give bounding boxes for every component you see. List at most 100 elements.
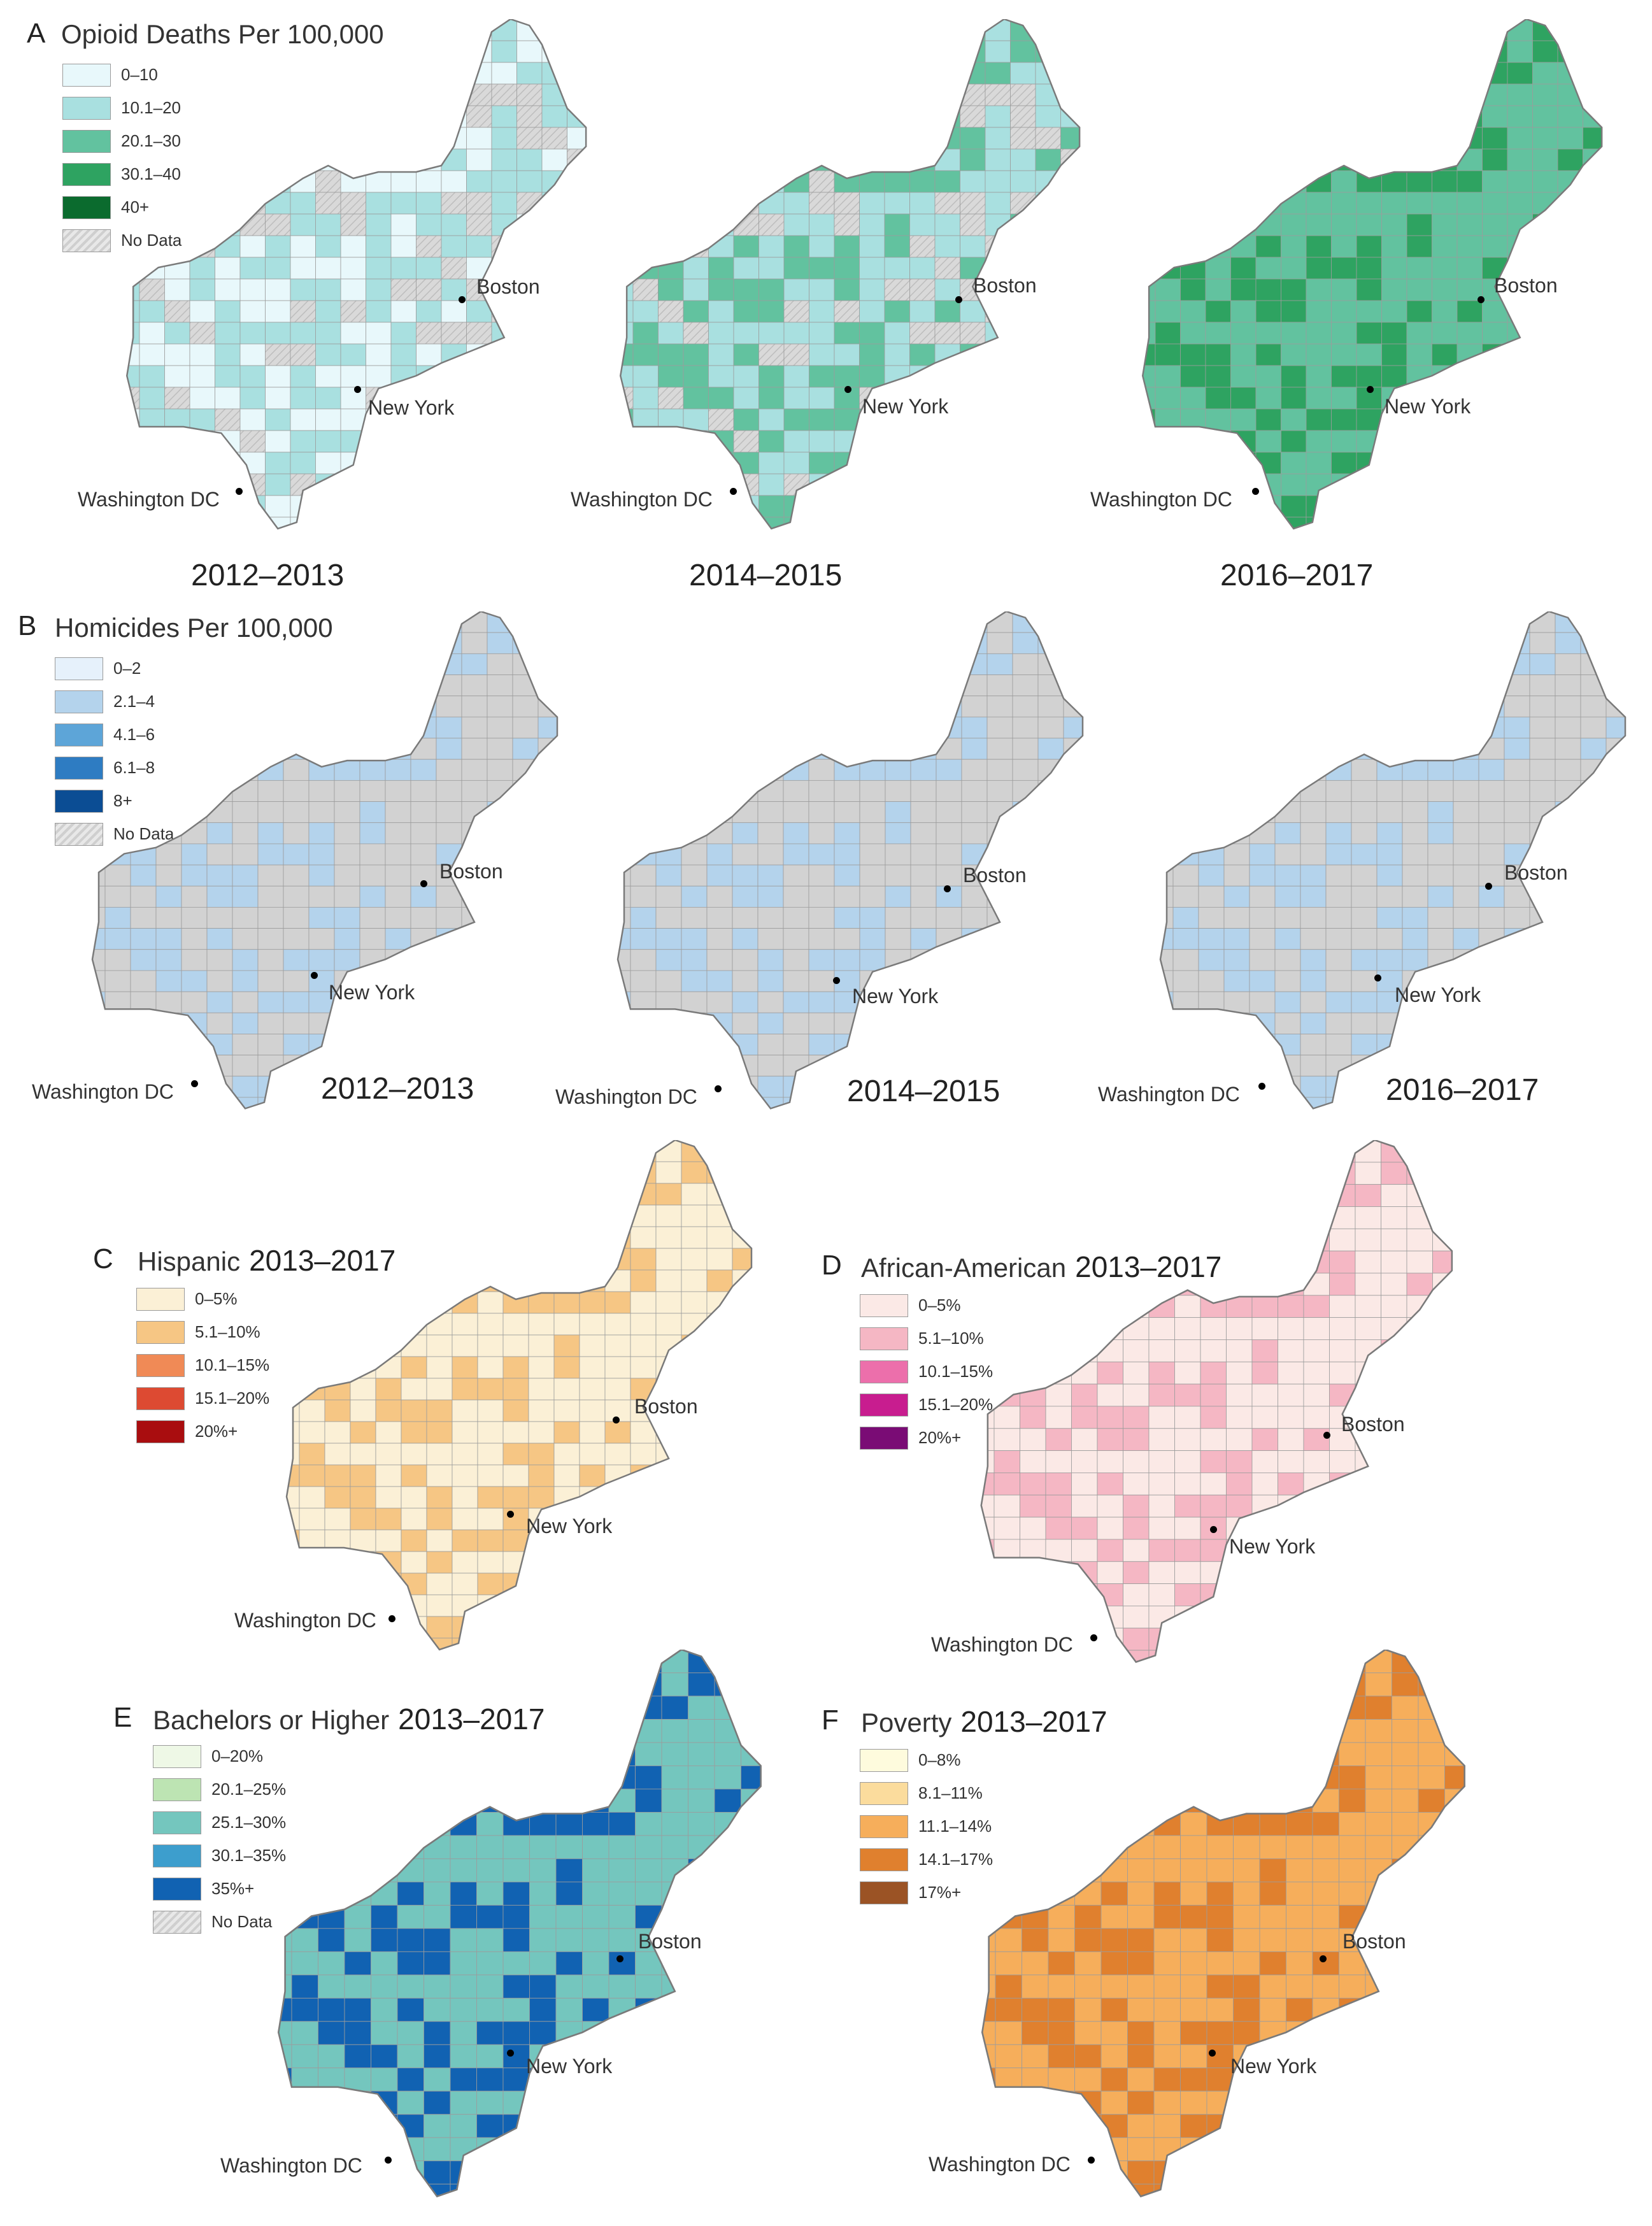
county-cell	[909, 452, 936, 474]
county-cell	[397, 2183, 424, 2197]
county-cell	[1504, 759, 1530, 781]
county-cell	[308, 780, 335, 802]
county-cell	[683, 127, 709, 150]
county-cell	[1583, 517, 1602, 529]
county-cell	[265, 105, 291, 128]
county-cell	[410, 1034, 437, 1055]
legend-label: 8.1–11%	[918, 1783, 983, 1802]
county-cell	[1206, 1904, 1234, 1929]
county-cell	[658, 192, 684, 215]
county-cell	[1071, 1184, 1098, 1207]
county-cell	[206, 1012, 233, 1034]
county-cell	[344, 1928, 371, 1952]
county-cell	[808, 822, 835, 845]
county-cell	[189, 343, 215, 366]
county-cell	[1532, 387, 1558, 410]
county-cell	[985, 387, 1011, 410]
county-cell	[512, 653, 539, 675]
county-cell	[239, 430, 266, 453]
county-cell	[257, 717, 284, 739]
county-cell	[706, 1594, 733, 1617]
county-cell	[299, 1443, 325, 1466]
county-cell	[632, 19, 659, 41]
county-cell	[1037, 1097, 1064, 1109]
county-cell	[1406, 1627, 1433, 1651]
county-cell	[688, 2137, 715, 2162]
county-cell	[1583, 300, 1602, 323]
county-cell	[885, 780, 911, 802]
county-cell	[1529, 822, 1556, 845]
county-cell	[1432, 170, 1458, 193]
county-cell	[706, 1421, 733, 1444]
county-cell	[1180, 105, 1206, 128]
county-cell	[189, 517, 215, 529]
county-cell	[1355, 1295, 1381, 1318]
legend-swatch	[153, 1878, 201, 1901]
county-cell	[538, 632, 557, 654]
county-cell	[732, 1443, 751, 1466]
county-cell	[860, 1118, 885, 1121]
county-cell	[708, 148, 734, 171]
county-cell	[1583, 127, 1602, 150]
county-cell	[1356, 430, 1382, 453]
county-cell	[732, 1551, 751, 1574]
county-cell	[808, 738, 835, 760]
county-cell	[1312, 1928, 1339, 1952]
county-cell	[502, 1673, 530, 1697]
county-cell	[476, 1974, 504, 1999]
county-cell	[1381, 322, 1407, 345]
county-cell	[706, 1183, 733, 1206]
county-cell	[324, 1399, 351, 1422]
county-cell	[859, 473, 885, 496]
county-cell	[344, 1673, 371, 1697]
county-cell	[758, 105, 785, 128]
county-cell	[608, 1695, 636, 1720]
county-cell	[859, 611, 886, 633]
county-cell	[1432, 1561, 1452, 1584]
county-cell	[1048, 1811, 1075, 1836]
county-cell	[239, 322, 266, 345]
county-cell	[1123, 1250, 1150, 1274]
county-cell	[681, 928, 708, 950]
county-cell	[164, 213, 190, 236]
county-cell	[1332, 539, 1357, 541]
region-border	[285, 1140, 753, 1651]
county-cell	[1071, 1295, 1098, 1318]
county-cell	[681, 674, 708, 697]
county-cell	[579, 1183, 606, 1206]
county-cell	[1251, 1206, 1278, 1229]
county-cell	[334, 653, 360, 675]
county-cell	[936, 611, 962, 633]
county-cell	[1418, 1858, 1445, 1883]
county-cell	[502, 1881, 530, 1906]
county-cell	[741, 2114, 761, 2138]
county-cell	[683, 408, 709, 431]
county-cell	[54, 886, 80, 907]
county-cell	[1444, 1650, 1465, 1673]
county-cell	[1507, 539, 1533, 541]
county-cell	[834, 843, 860, 866]
county-cell	[1381, 62, 1407, 85]
county-cell	[477, 1421, 504, 1444]
county-cell	[1281, 365, 1307, 388]
county-cell	[859, 40, 885, 63]
county-cell	[834, 278, 860, 301]
county-cell	[1406, 62, 1432, 85]
county-cell	[375, 1226, 402, 1249]
county-cell	[1278, 1361, 1304, 1385]
county-cell	[1381, 1184, 1407, 1207]
county-cell	[340, 19, 366, 41]
county-cell	[741, 2208, 768, 2210]
county-cell	[1037, 885, 1064, 908]
county-cell	[706, 1464, 733, 1487]
legend-label: 17%+	[918, 1883, 962, 1902]
county-cell	[961, 970, 988, 992]
county-cell	[1418, 1673, 1445, 1697]
county-cell	[350, 1573, 376, 1595]
county-cell	[345, 2208, 371, 2210]
county-cell	[426, 1399, 453, 1422]
county-cell	[466, 408, 492, 431]
city-label-washington: Washington DC	[931, 1633, 1073, 1656]
county-cell	[105, 1118, 131, 1121]
county-cell	[708, 257, 734, 280]
